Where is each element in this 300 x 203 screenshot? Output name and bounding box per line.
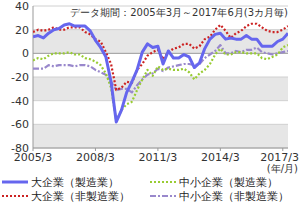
grid-line (33, 148, 288, 149)
grid-line (33, 100, 288, 101)
legend-label: 大企業（非製造業） (31, 190, 130, 203)
legend-swatch (150, 195, 176, 197)
y-tick-label: 20 (15, 24, 29, 37)
plot-area (33, 24, 288, 122)
legend-label: 大企業（製造業） (31, 176, 119, 189)
y-tick-label: -40 (11, 95, 29, 108)
x-axis (33, 148, 288, 149)
grid-line (33, 77, 288, 78)
y-tick-label: 40 (15, 0, 29, 13)
y-tick-label: -20 (11, 71, 29, 84)
y-tick-label: -60 (11, 118, 29, 131)
x-tick-label: 2008/3 (76, 151, 115, 164)
series-line (33, 24, 288, 122)
y-axis (33, 6, 34, 148)
chart: -80-60-40-2002040データ期間：2005年3月～2017年6月(3… (0, 0, 300, 203)
legend-swatch (2, 195, 28, 197)
legend-swatch (150, 181, 176, 183)
y-tick-label: 0 (22, 47, 29, 60)
grid-line (33, 124, 288, 125)
grid-band (33, 77, 288, 101)
x-tick-label: 2011/3 (139, 151, 178, 164)
legend-swatch (2, 181, 28, 184)
grid-line (33, 29, 288, 30)
title: データ期間：2005年3月～2017年6月(3カ月毎) (70, 7, 288, 18)
x-axis-label: (年/月) (267, 163, 298, 174)
x-tick-label: 2014/3 (201, 151, 240, 164)
grid-band (33, 124, 288, 148)
x-tick-label: 2005/3 (14, 151, 53, 164)
legend-label: 中小企業（非製造業） (179, 190, 289, 203)
legend-label: 中小企業（製造業） (179, 176, 278, 189)
